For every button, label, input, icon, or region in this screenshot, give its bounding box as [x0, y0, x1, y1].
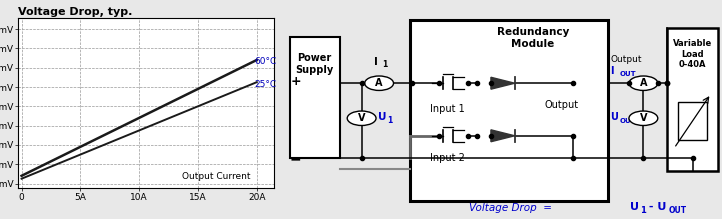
Text: I: I	[611, 66, 614, 76]
Text: OUT: OUT	[619, 71, 636, 78]
Text: OUT: OUT	[619, 118, 636, 124]
Bar	[667, 28, 718, 171]
Text: Input 2: Input 2	[430, 153, 464, 163]
Text: 1: 1	[387, 116, 392, 125]
Text: 60°C: 60°C	[254, 57, 277, 66]
Text: V: V	[358, 113, 365, 123]
Circle shape	[629, 76, 658, 90]
Text: 1: 1	[382, 60, 387, 69]
Text: Input 1: Input 1	[430, 104, 464, 115]
Polygon shape	[491, 130, 515, 142]
Text: - U: - U	[645, 202, 666, 212]
Text: A: A	[375, 78, 383, 88]
Text: Output: Output	[545, 100, 579, 110]
Bar	[409, 20, 609, 201]
Text: 1: 1	[640, 206, 646, 215]
Polygon shape	[491, 77, 515, 89]
Text: OUT: OUT	[669, 206, 687, 215]
Text: V: V	[640, 113, 647, 123]
Circle shape	[629, 111, 658, 125]
Text: A: A	[640, 78, 647, 88]
Text: Output Current: Output Current	[183, 172, 251, 181]
Text: Variable
Load
0-40A: Variable Load 0-40A	[673, 39, 712, 69]
Text: Redundancy
Module: Redundancy Module	[497, 27, 569, 49]
Text: 25°C: 25°C	[254, 80, 277, 89]
Bar	[290, 37, 340, 158]
Bar	[679, 102, 707, 140]
Text: Output: Output	[611, 55, 642, 64]
Text: U: U	[630, 202, 639, 212]
Text: Power
Supply: Power Supply	[295, 53, 334, 74]
Text: I: I	[374, 57, 378, 67]
Text: Voltage Drop, typ.: Voltage Drop, typ.	[18, 7, 132, 17]
Text: Voltage Drop  =: Voltage Drop =	[469, 203, 558, 213]
Text: +: +	[290, 74, 301, 88]
Circle shape	[365, 76, 393, 90]
Text: U: U	[378, 112, 387, 122]
Text: U: U	[611, 112, 619, 122]
Text: −: −	[290, 153, 301, 167]
Circle shape	[347, 111, 376, 125]
